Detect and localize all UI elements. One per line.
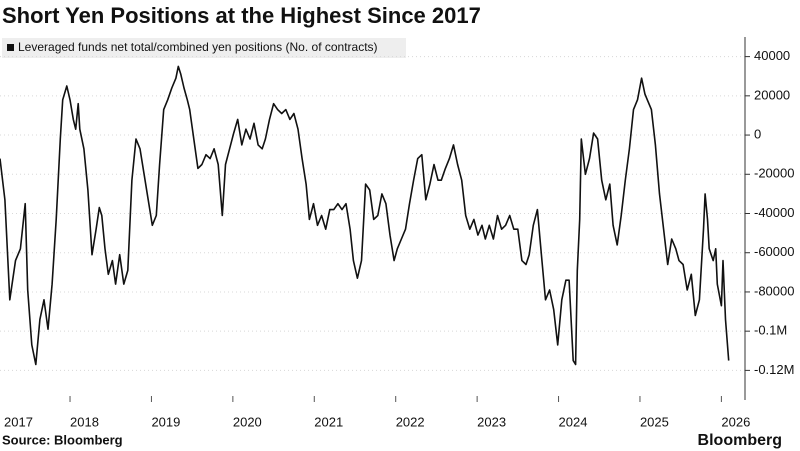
legend-box [2, 38, 406, 58]
x-tick-label: 2020 [233, 414, 262, 429]
y-tick-label: 40000 [754, 48, 790, 63]
x-tick-label: 2021 [314, 414, 343, 429]
x-tick-label: 2026 [721, 414, 750, 429]
y-tick-label: -20000 [754, 166, 794, 181]
x-tick-label: 2017 [4, 414, 33, 429]
y-tick-label: -80000 [754, 283, 794, 298]
legend-swatch [7, 44, 14, 51]
source: Source: Bloomberg [2, 432, 123, 447]
x-tick-label: 2024 [559, 414, 588, 429]
y-tick-label: -0.12M [754, 362, 794, 377]
x-tick-label: 2022 [396, 414, 425, 429]
x-tick-label: 2019 [151, 414, 180, 429]
y-tick-label: -60000 [754, 244, 794, 259]
logo: Bloomberg [698, 432, 782, 449]
y-tick-label: 0 [754, 126, 761, 141]
y-tick-label: -0.1M [754, 323, 787, 338]
x-tick-label: 2023 [477, 414, 506, 429]
chart-title: Short Yen Positions at the Highest Since… [2, 3, 481, 28]
x-tick-label: 2025 [640, 414, 669, 429]
legend-label: Leveraged funds net total/combined yen p… [18, 40, 378, 54]
y-tick-label: 20000 [754, 87, 790, 102]
line [0, 65, 730, 366]
x-tick-label: 2018 [70, 414, 99, 429]
y-tick-label: -40000 [754, 205, 794, 220]
